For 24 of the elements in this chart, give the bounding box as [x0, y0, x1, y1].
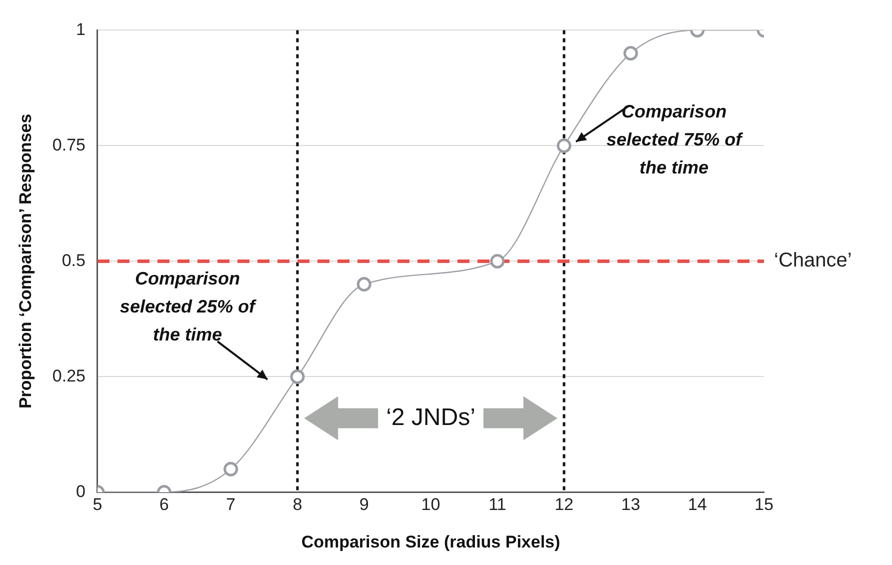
annotation: Comparison selected 75% of the time: [606, 102, 744, 178]
x-tick-label: 13: [621, 495, 640, 514]
annotation: Comparison selected 25% of the time: [120, 268, 257, 344]
y-tick-label: 0.75: [52, 135, 86, 154]
point: [356, 277, 372, 292]
ref-line-label: ‘Chance’: [774, 250, 852, 272]
y-tick-label: 1: [76, 20, 86, 39]
y-tick-label: 0: [76, 482, 86, 501]
x-tick-label: 10: [421, 495, 440, 514]
x-axis-title: Comparison Size (radius Pixels): [301, 532, 560, 552]
x-tick-label: 9: [359, 495, 369, 514]
x-tick-label: 8: [292, 495, 302, 514]
annotation: ‘2 JNDs’: [386, 404, 476, 431]
x-tick-label: 15: [754, 495, 774, 514]
y-tick-label: 0.5: [62, 250, 86, 270]
point: [490, 254, 505, 268]
x-tick-label: 6: [159, 495, 169, 514]
x-tick-label: 11: [488, 495, 506, 514]
x-tick-label: 14: [688, 495, 707, 514]
y-tick-label: 0.25: [52, 366, 86, 386]
y-axis-title: Proportion ‘Comparison’ Responses: [16, 114, 35, 409]
x-tick-label: 7: [226, 495, 236, 514]
x-tick-label: 12: [554, 495, 574, 514]
x-tick-label: 5: [92, 495, 102, 514]
